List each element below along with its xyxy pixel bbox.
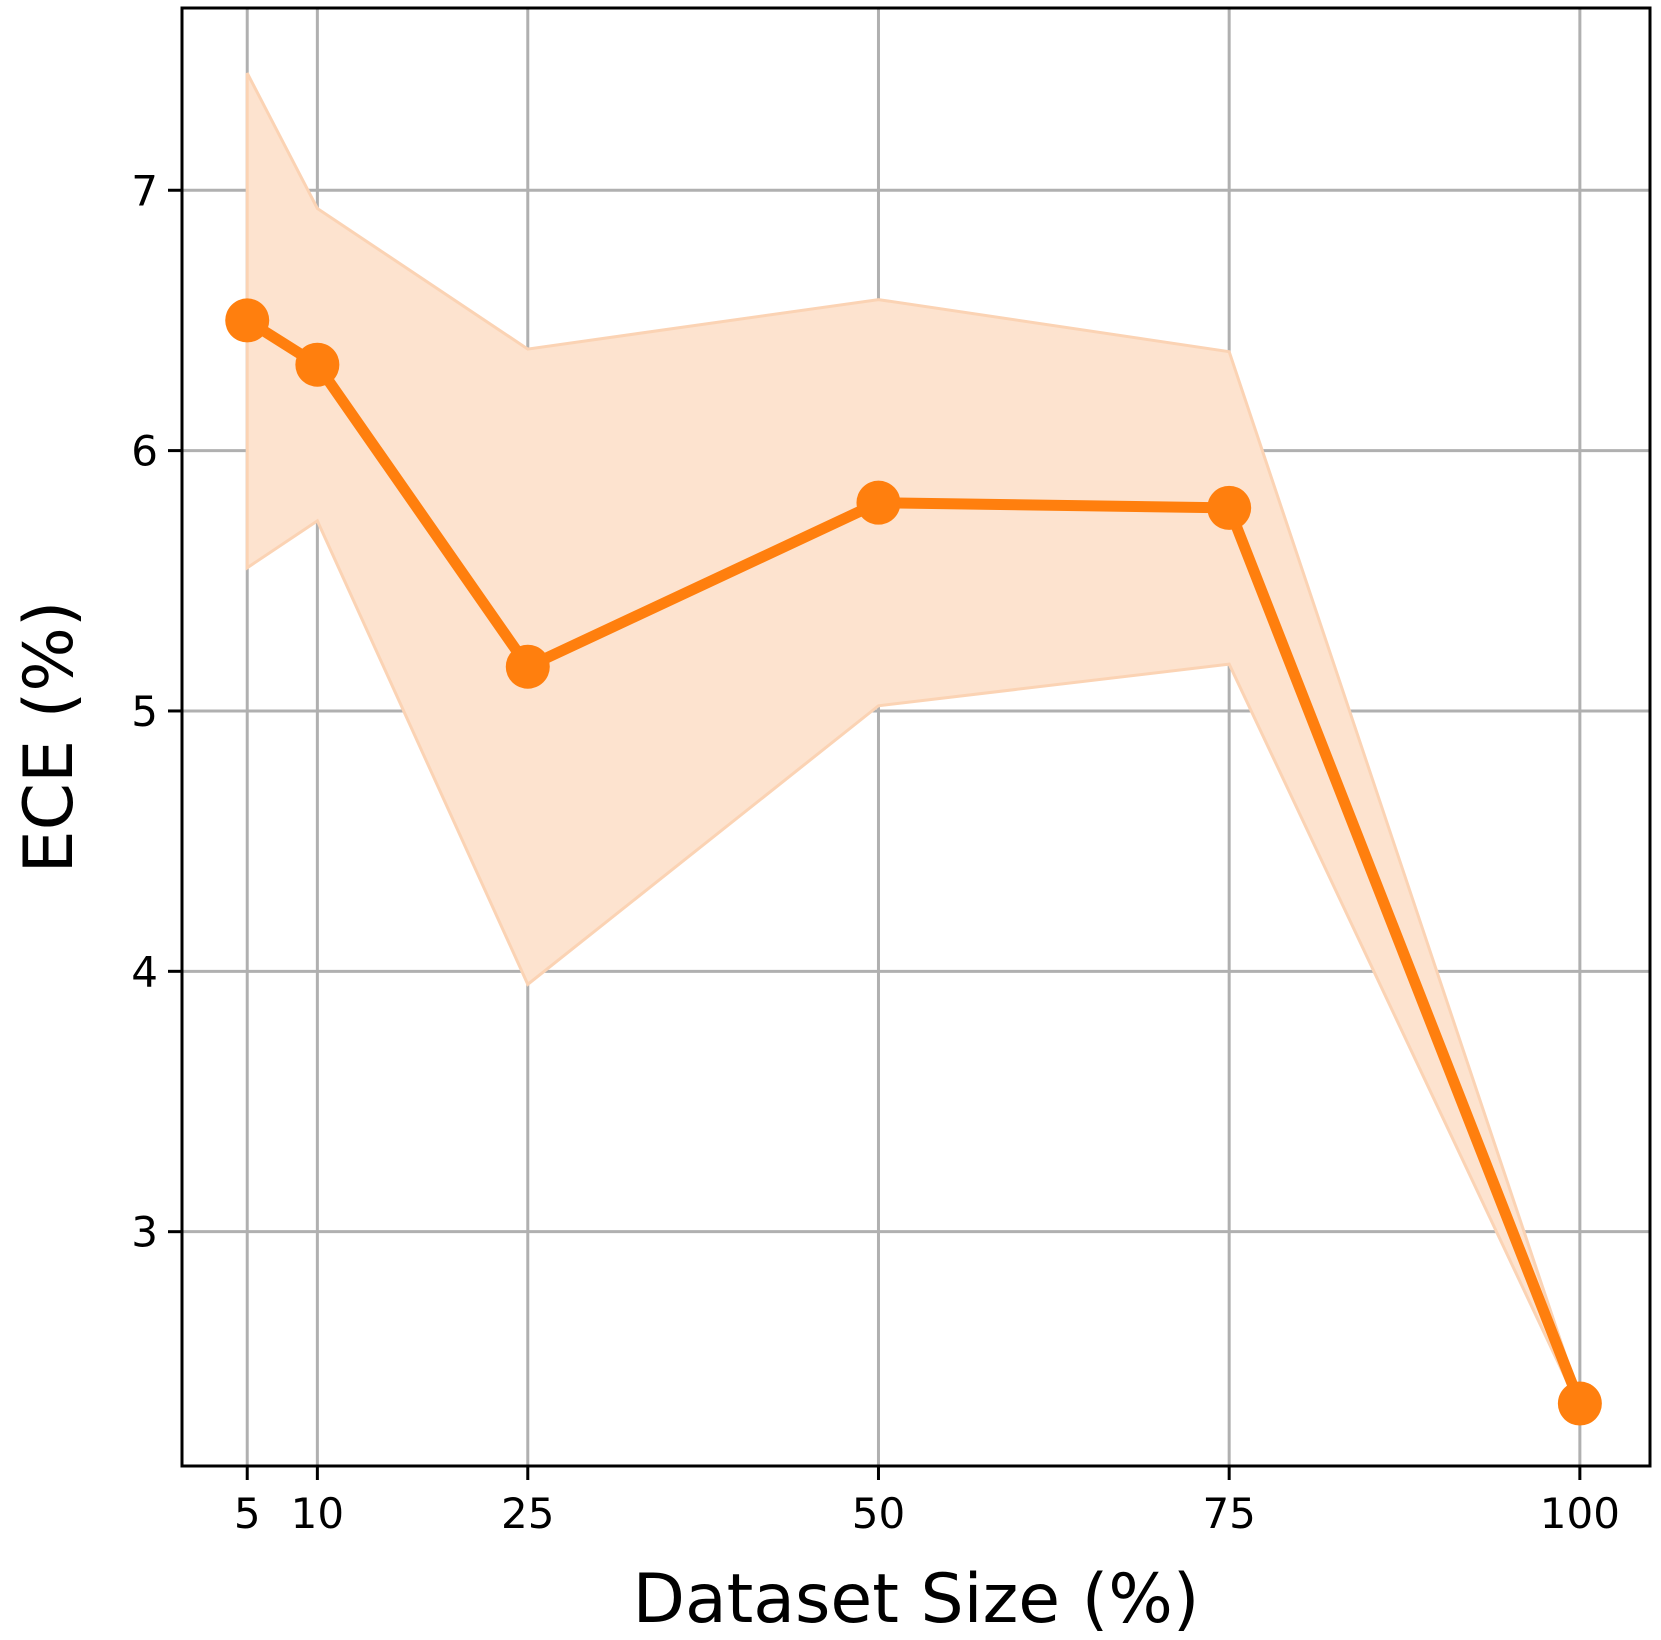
confidence-band <box>245 72 1582 1410</box>
x-tick-label: 10 <box>291 1489 344 1538</box>
data-point <box>225 298 270 343</box>
y-axis-label: ECE (%) <box>10 601 89 874</box>
data-point <box>1557 1381 1602 1426</box>
series-markers <box>225 298 1602 1426</box>
data-point <box>1207 485 1252 530</box>
y-axis-ticks: 3 4 5 6 7 <box>131 166 182 1257</box>
y-tick-label: 3 <box>131 1208 158 1257</box>
y-tick-label: 5 <box>131 687 158 736</box>
x-axis-label: Dataset Size (%) <box>633 1560 1200 1639</box>
y-tick-label: 7 <box>131 166 158 215</box>
x-tick-label: 5 <box>234 1489 261 1538</box>
data-point <box>505 644 550 689</box>
x-axis-ticks: 5 10 25 50 75 100 <box>234 1466 1620 1538</box>
x-tick-label: 75 <box>1202 1489 1255 1538</box>
x-tick-label: 50 <box>852 1489 905 1538</box>
y-tick-label: 4 <box>131 947 158 996</box>
data-point <box>856 480 901 525</box>
y-tick-label: 6 <box>131 427 158 476</box>
x-tick-label: 100 <box>1540 1489 1620 1538</box>
data-point <box>295 342 340 387</box>
x-tick-label: 25 <box>501 1489 554 1538</box>
confidence-bands <box>245 72 1582 1410</box>
plot-frame <box>180 6 1652 1468</box>
